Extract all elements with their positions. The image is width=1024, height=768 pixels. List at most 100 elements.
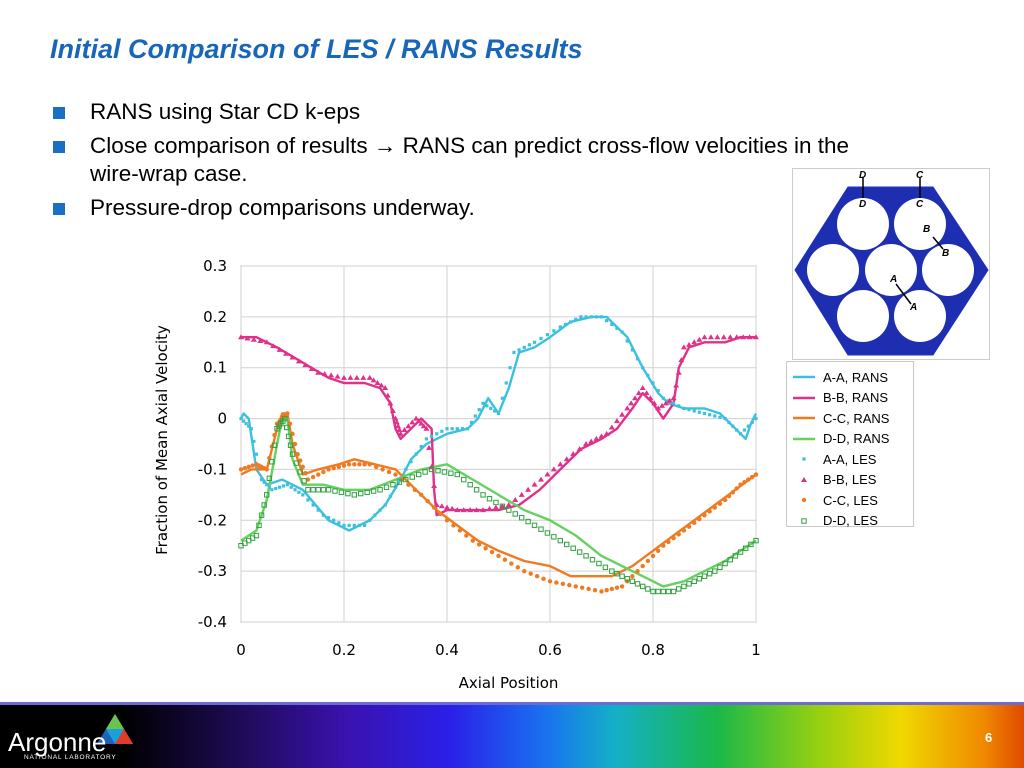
series-marker <box>554 580 559 585</box>
series-marker <box>579 315 583 319</box>
series-marker <box>661 396 665 400</box>
series-marker <box>353 374 360 380</box>
series-marker <box>583 441 590 446</box>
series-marker <box>451 523 456 528</box>
series-marker <box>635 390 642 396</box>
series-marker <box>599 315 604 319</box>
series-marker <box>512 511 518 517</box>
series-marker <box>691 578 697 585</box>
series-marker <box>732 553 739 559</box>
series-marker <box>295 451 300 457</box>
series-marker <box>714 334 721 340</box>
series-marker <box>352 523 356 527</box>
legend-label: C-C, RANS <box>823 410 890 426</box>
series-marker <box>512 496 519 502</box>
series-marker <box>311 503 315 507</box>
series-marker <box>357 462 362 467</box>
series-marker <box>504 381 508 385</box>
series-marker <box>321 513 325 517</box>
legend-swatch-icon <box>793 511 815 531</box>
legend-item: A-A, LES <box>793 449 876 469</box>
series-marker <box>351 492 358 498</box>
series-marker <box>493 499 499 506</box>
series-marker <box>753 537 759 544</box>
x-tick-label: 0.4 <box>435 641 459 659</box>
series-marker <box>403 476 409 483</box>
series-marker <box>263 339 270 345</box>
series-marker <box>473 414 477 418</box>
series-marker <box>460 507 467 513</box>
series-marker <box>316 508 320 512</box>
series-marker <box>662 400 669 406</box>
legend-label: C-C, LES <box>823 492 878 508</box>
series-marker <box>742 428 747 432</box>
series-marker <box>596 560 602 567</box>
series-marker <box>496 411 501 416</box>
plot-area <box>240 265 757 623</box>
series-marker <box>301 478 307 484</box>
series-marker <box>326 467 331 472</box>
series-marker <box>619 573 625 579</box>
series-marker <box>445 427 449 431</box>
series-marker <box>598 433 605 439</box>
inset-label: B <box>942 248 949 259</box>
series-marker <box>419 492 424 498</box>
series-marker <box>401 427 408 433</box>
series-marker <box>641 366 645 370</box>
series-marker <box>290 431 295 437</box>
series-marker <box>593 435 600 441</box>
series-marker <box>609 586 614 592</box>
series-marker <box>628 400 635 406</box>
series-marker <box>480 492 486 498</box>
x-tick-label: 0.8 <box>641 641 665 659</box>
series-marker <box>289 451 296 457</box>
series-marker <box>393 472 398 477</box>
series-marker <box>692 520 697 526</box>
series-marker <box>422 469 428 475</box>
series-marker <box>570 451 577 457</box>
legend-marker <box>801 476 807 482</box>
series-marker <box>735 428 739 432</box>
series-marker <box>673 382 680 388</box>
series-marker <box>573 584 578 589</box>
series-marker <box>655 588 661 595</box>
series-marker <box>424 437 428 441</box>
bullet-square-icon <box>53 141 65 153</box>
series-marker <box>560 581 566 587</box>
series-marker <box>383 503 387 507</box>
series-marker <box>466 427 470 431</box>
series-marker <box>603 430 610 436</box>
series-marker <box>428 466 435 473</box>
series-marker <box>444 518 450 523</box>
series-marker <box>681 528 687 533</box>
series-marker <box>438 511 443 517</box>
series-marker <box>321 469 326 475</box>
series-marker <box>486 505 493 511</box>
series-marker <box>247 424 251 428</box>
series-marker <box>366 374 373 380</box>
series-marker <box>717 564 723 571</box>
series-marker <box>267 485 271 489</box>
series-marker <box>469 420 474 424</box>
series-marker <box>505 502 512 508</box>
series-marker <box>574 317 578 321</box>
series-marker <box>455 427 459 431</box>
series-marker <box>270 488 274 492</box>
series-marker <box>619 411 626 417</box>
series-marker <box>659 402 666 408</box>
series-marker <box>444 504 450 510</box>
series-marker <box>696 336 703 342</box>
series-marker <box>258 512 265 518</box>
series-marker <box>306 498 310 502</box>
series-marker <box>656 389 660 393</box>
y-axis-label: Fraction of Mean Axial Velocity <box>153 325 171 555</box>
series-marker <box>261 502 267 508</box>
series-marker <box>624 405 631 411</box>
series-marker <box>723 416 727 421</box>
series-marker <box>266 475 273 482</box>
series-marker <box>238 467 244 472</box>
series-marker <box>321 371 328 377</box>
argonne-logo-text: Argonne <box>8 727 107 757</box>
series-marker <box>557 461 564 467</box>
y-tick-label: 0.1 <box>203 359 227 377</box>
